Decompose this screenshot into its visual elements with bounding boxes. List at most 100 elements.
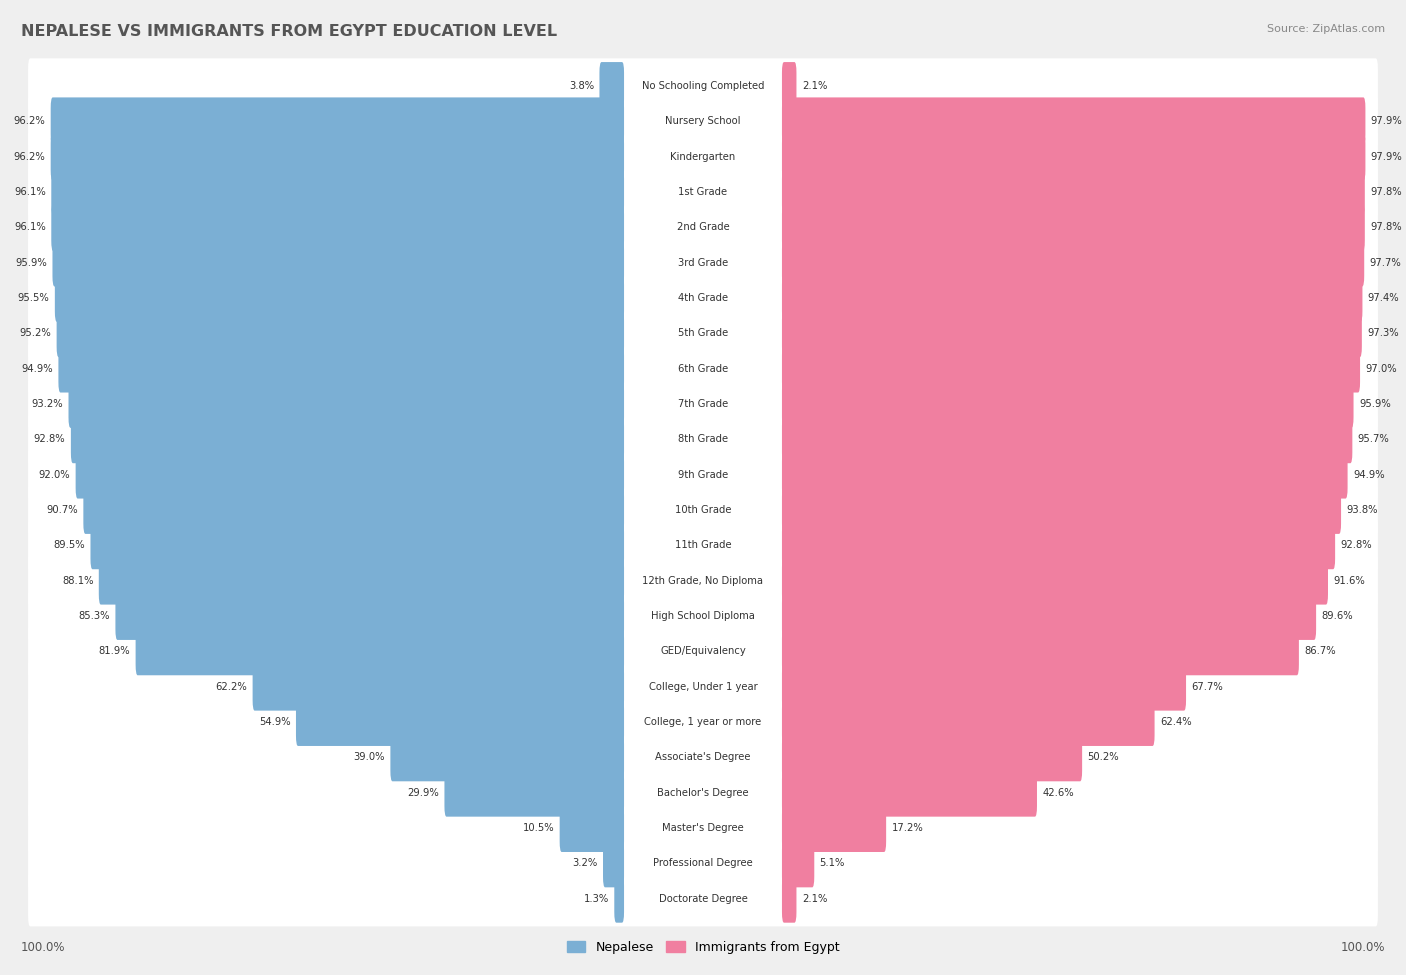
Text: 96.1%: 96.1% bbox=[14, 187, 46, 197]
FancyBboxPatch shape bbox=[28, 448, 1378, 502]
FancyBboxPatch shape bbox=[76, 450, 624, 498]
Text: 62.4%: 62.4% bbox=[1160, 717, 1192, 727]
FancyBboxPatch shape bbox=[28, 730, 1378, 785]
FancyBboxPatch shape bbox=[253, 663, 624, 711]
Text: GED/Equivalency: GED/Equivalency bbox=[661, 646, 745, 656]
Text: 8th Grade: 8th Grade bbox=[678, 434, 728, 445]
Text: 5th Grade: 5th Grade bbox=[678, 329, 728, 338]
FancyBboxPatch shape bbox=[28, 235, 1378, 291]
Text: 96.2%: 96.2% bbox=[14, 151, 45, 162]
FancyBboxPatch shape bbox=[782, 698, 1154, 746]
Text: 95.9%: 95.9% bbox=[15, 257, 46, 268]
Text: 95.7%: 95.7% bbox=[1358, 434, 1389, 445]
FancyBboxPatch shape bbox=[782, 380, 1354, 428]
FancyBboxPatch shape bbox=[28, 58, 1378, 113]
Text: 100.0%: 100.0% bbox=[21, 941, 66, 955]
FancyBboxPatch shape bbox=[28, 376, 1378, 432]
Text: 91.6%: 91.6% bbox=[1333, 575, 1365, 586]
FancyBboxPatch shape bbox=[782, 415, 1353, 463]
FancyBboxPatch shape bbox=[28, 270, 1378, 326]
FancyBboxPatch shape bbox=[560, 804, 624, 852]
Text: 85.3%: 85.3% bbox=[79, 611, 110, 621]
FancyBboxPatch shape bbox=[444, 769, 624, 817]
Text: 2.1%: 2.1% bbox=[801, 81, 827, 91]
Text: 86.7%: 86.7% bbox=[1305, 646, 1336, 656]
Legend: Nepalese, Immigrants from Egypt: Nepalese, Immigrants from Egypt bbox=[561, 936, 845, 959]
Text: 7th Grade: 7th Grade bbox=[678, 399, 728, 410]
Text: High School Diploma: High School Diploma bbox=[651, 611, 755, 621]
Text: Nursery School: Nursery School bbox=[665, 116, 741, 127]
FancyBboxPatch shape bbox=[782, 98, 1365, 145]
FancyBboxPatch shape bbox=[782, 663, 1187, 711]
Text: Doctorate Degree: Doctorate Degree bbox=[658, 894, 748, 904]
Text: 5.1%: 5.1% bbox=[820, 858, 845, 869]
FancyBboxPatch shape bbox=[28, 483, 1378, 537]
Text: 97.7%: 97.7% bbox=[1369, 257, 1402, 268]
FancyBboxPatch shape bbox=[782, 309, 1362, 357]
Text: 3rd Grade: 3rd Grade bbox=[678, 257, 728, 268]
Text: No Schooling Completed: No Schooling Completed bbox=[641, 81, 765, 91]
Text: College, 1 year or more: College, 1 year or more bbox=[644, 717, 762, 727]
Text: 97.8%: 97.8% bbox=[1371, 187, 1402, 197]
Text: 11th Grade: 11th Grade bbox=[675, 540, 731, 551]
Text: 81.9%: 81.9% bbox=[98, 646, 131, 656]
FancyBboxPatch shape bbox=[28, 306, 1378, 361]
FancyBboxPatch shape bbox=[614, 875, 624, 922]
FancyBboxPatch shape bbox=[28, 341, 1378, 396]
Text: 67.7%: 67.7% bbox=[1191, 682, 1223, 692]
Text: Kindergarten: Kindergarten bbox=[671, 151, 735, 162]
FancyBboxPatch shape bbox=[28, 129, 1378, 184]
Text: 1st Grade: 1st Grade bbox=[679, 187, 727, 197]
FancyBboxPatch shape bbox=[28, 872, 1378, 926]
Text: 4th Grade: 4th Grade bbox=[678, 292, 728, 303]
FancyBboxPatch shape bbox=[28, 589, 1378, 644]
FancyBboxPatch shape bbox=[28, 694, 1378, 750]
Text: 97.9%: 97.9% bbox=[1371, 151, 1403, 162]
Text: 97.8%: 97.8% bbox=[1371, 222, 1402, 232]
FancyBboxPatch shape bbox=[782, 557, 1329, 604]
Text: Associate's Degree: Associate's Degree bbox=[655, 753, 751, 762]
Text: 29.9%: 29.9% bbox=[408, 788, 439, 798]
FancyBboxPatch shape bbox=[51, 133, 624, 180]
FancyBboxPatch shape bbox=[782, 239, 1364, 287]
FancyBboxPatch shape bbox=[115, 592, 624, 640]
FancyBboxPatch shape bbox=[28, 165, 1378, 219]
Text: 50.2%: 50.2% bbox=[1087, 753, 1119, 762]
Text: 17.2%: 17.2% bbox=[891, 823, 924, 834]
FancyBboxPatch shape bbox=[55, 274, 624, 322]
FancyBboxPatch shape bbox=[83, 487, 624, 534]
Text: 97.4%: 97.4% bbox=[1368, 292, 1399, 303]
Text: College, Under 1 year: College, Under 1 year bbox=[648, 682, 758, 692]
Text: 3.2%: 3.2% bbox=[572, 858, 598, 869]
Text: 100.0%: 100.0% bbox=[1340, 941, 1385, 955]
FancyBboxPatch shape bbox=[28, 836, 1378, 891]
FancyBboxPatch shape bbox=[782, 733, 1083, 781]
Text: 9th Grade: 9th Grade bbox=[678, 470, 728, 480]
Text: Source: ZipAtlas.com: Source: ZipAtlas.com bbox=[1267, 24, 1385, 34]
Text: 93.2%: 93.2% bbox=[31, 399, 63, 410]
Text: 95.5%: 95.5% bbox=[18, 292, 49, 303]
FancyBboxPatch shape bbox=[782, 168, 1365, 215]
Text: 94.9%: 94.9% bbox=[1353, 470, 1385, 480]
Text: 92.8%: 92.8% bbox=[34, 434, 66, 445]
FancyBboxPatch shape bbox=[782, 522, 1336, 569]
FancyBboxPatch shape bbox=[28, 94, 1378, 149]
Text: 62.2%: 62.2% bbox=[215, 682, 247, 692]
Text: 89.6%: 89.6% bbox=[1322, 611, 1353, 621]
FancyBboxPatch shape bbox=[782, 769, 1038, 817]
Text: Bachelor's Degree: Bachelor's Degree bbox=[657, 788, 749, 798]
Text: 97.3%: 97.3% bbox=[1367, 329, 1399, 338]
Text: 94.9%: 94.9% bbox=[21, 364, 53, 373]
Text: 54.9%: 54.9% bbox=[259, 717, 291, 727]
FancyBboxPatch shape bbox=[782, 875, 796, 922]
FancyBboxPatch shape bbox=[51, 204, 624, 252]
FancyBboxPatch shape bbox=[782, 628, 1299, 676]
FancyBboxPatch shape bbox=[98, 557, 624, 604]
Text: 6th Grade: 6th Grade bbox=[678, 364, 728, 373]
Text: 10.5%: 10.5% bbox=[523, 823, 554, 834]
FancyBboxPatch shape bbox=[70, 415, 624, 463]
Text: 3.8%: 3.8% bbox=[569, 81, 595, 91]
FancyBboxPatch shape bbox=[90, 522, 624, 569]
Text: 90.7%: 90.7% bbox=[46, 505, 77, 515]
FancyBboxPatch shape bbox=[782, 345, 1360, 393]
